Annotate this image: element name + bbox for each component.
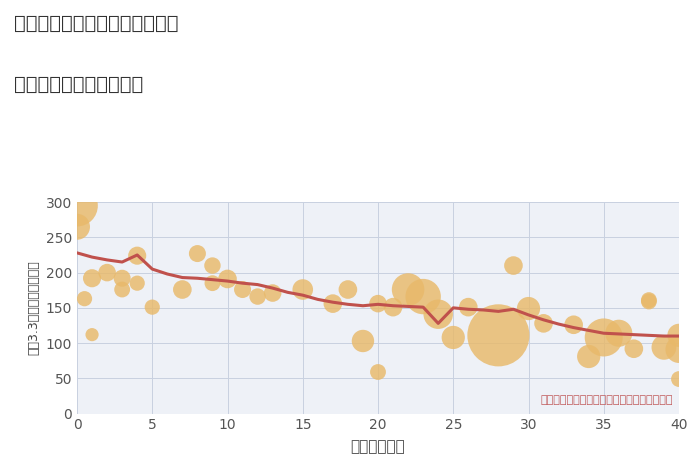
Point [433,310,444,318]
Point [598,334,609,341]
Text: 神奈川県川崎市中原区市ノ坪の: 神奈川県川崎市中原区市ノ坪の [14,14,178,33]
Point [132,279,143,287]
Point [673,332,685,339]
Point [523,305,534,313]
Point [87,331,98,338]
Point [658,344,669,351]
Point [643,298,655,306]
Point [116,274,128,282]
Point [538,320,549,327]
Point [132,252,143,259]
Point [402,286,414,293]
Point [372,368,384,376]
Point [207,262,218,269]
Point [252,293,263,300]
Point [673,375,685,383]
Point [71,202,83,210]
Point [192,250,203,258]
Point [297,286,308,293]
Point [176,286,188,293]
Point [71,223,83,231]
Point [629,345,640,352]
Point [613,329,624,337]
Point [267,290,278,297]
Point [116,286,128,293]
X-axis label: 築年数（年）: 築年数（年） [351,439,405,454]
Point [643,297,655,304]
Point [357,337,368,345]
Point [222,275,233,282]
Point [583,352,594,360]
Point [493,332,504,339]
Text: 築年数別中古戸建て価格: 築年数別中古戸建て価格 [14,75,144,94]
Point [102,269,113,276]
Point [448,334,459,341]
Point [388,304,399,311]
Point [372,300,384,307]
Point [463,304,474,311]
Point [147,304,158,311]
Point [673,346,685,353]
Point [87,274,98,282]
Y-axis label: 坪（3.3㎡）単価（万円）: 坪（3.3㎡）単価（万円） [27,260,40,355]
Point [508,262,519,269]
Point [417,293,428,300]
Text: 円の大きさは、取引のあった物件面積を示す: 円の大きさは、取引のあった物件面積を示す [540,395,673,405]
Point [342,286,354,293]
Point [568,321,580,329]
Point [79,295,90,303]
Point [328,300,339,307]
Point [237,286,248,293]
Point [207,279,218,287]
